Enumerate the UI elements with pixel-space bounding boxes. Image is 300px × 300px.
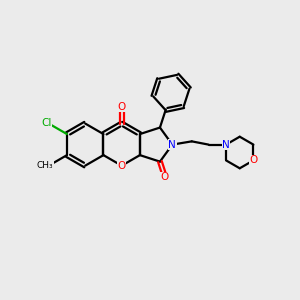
Text: O: O	[161, 172, 169, 182]
Text: O: O	[118, 161, 126, 171]
Text: O: O	[249, 155, 257, 165]
Text: CH₃: CH₃	[37, 161, 53, 170]
Text: O: O	[118, 101, 126, 112]
Text: Cl: Cl	[41, 118, 52, 128]
Text: N: N	[168, 140, 176, 150]
Text: N: N	[222, 140, 230, 150]
